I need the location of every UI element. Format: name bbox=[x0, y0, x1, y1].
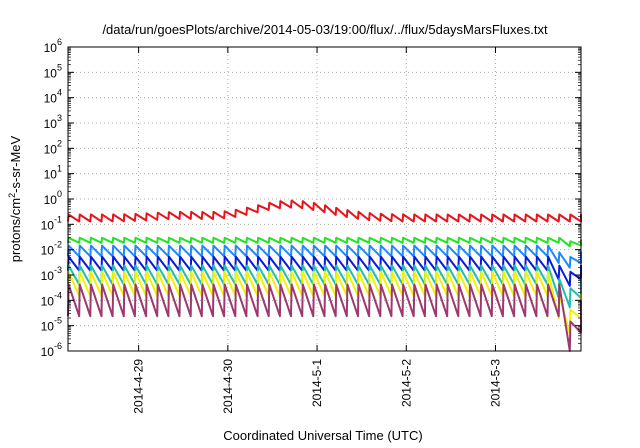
x-tick-label: 2014-5-1 bbox=[310, 359, 324, 407]
series-line-1 bbox=[67, 236, 582, 248]
y-tick-base: 10 bbox=[44, 92, 58, 106]
y-tick-label: 103 bbox=[44, 113, 62, 131]
x-axis-label: Coordinated Universal Time (UTC) bbox=[223, 428, 422, 443]
y-tick-exponent: -2 bbox=[54, 240, 62, 250]
y-tick-label: 101 bbox=[44, 164, 62, 182]
series-group bbox=[67, 199, 582, 352]
y-tick-base: 10 bbox=[44, 193, 58, 207]
chart-title: /data/run/goesPlots/archive/2014-05-03/1… bbox=[102, 22, 548, 37]
y-tick-exponent: 4 bbox=[57, 88, 62, 98]
y-tick-base: 10 bbox=[41, 244, 55, 258]
y-tick-base: 10 bbox=[41, 320, 55, 334]
y-tick-base: 10 bbox=[41, 345, 55, 359]
y-tick-exponent: 1 bbox=[57, 164, 62, 174]
x-axis: 2014-4-29 2014-4-30 2014-5-1 2014-5-2 2014-5… bbox=[132, 47, 503, 414]
series-line-2 bbox=[67, 244, 582, 269]
y-tick-exponent: -3 bbox=[54, 265, 62, 275]
y-tick-exponent: 5 bbox=[57, 62, 62, 72]
x-tick-label: 2014-4-30 bbox=[221, 359, 235, 414]
y-tick-label: 105 bbox=[44, 62, 62, 80]
y-axis-label-superscript: 2 bbox=[7, 193, 17, 198]
y-tick-exponent: 6 bbox=[57, 37, 62, 47]
y-tick-exponent: -1 bbox=[54, 214, 62, 224]
y-axis: 10-610-510-410-310-210-11001011021031041… bbox=[41, 37, 581, 359]
y-tick-label: 10-5 bbox=[41, 316, 62, 334]
y-tick-base: 10 bbox=[44, 117, 58, 131]
series-line-0 bbox=[67, 199, 582, 223]
y-tick-base: 10 bbox=[44, 66, 58, 80]
x-tick-label: 2014-5-2 bbox=[399, 359, 413, 407]
y-tick-label: 10-1 bbox=[41, 214, 62, 232]
y-tick-label: 10-3 bbox=[41, 265, 62, 283]
y-tick-label: 10-2 bbox=[41, 240, 62, 258]
x-tick-label: 2014-5-3 bbox=[489, 359, 503, 407]
y-tick-base: 10 bbox=[41, 294, 55, 308]
y-axis-label-units: -s-sr-MeV bbox=[8, 135, 23, 192]
y-tick-exponent: 2 bbox=[57, 138, 62, 148]
y-tick-label: 100 bbox=[44, 189, 62, 207]
y-tick-label: 106 bbox=[44, 37, 62, 55]
y-tick-exponent: -6 bbox=[54, 341, 62, 351]
y-tick-base: 10 bbox=[44, 41, 58, 55]
y-axis-label: protons/cm2-s-sr-MeV bbox=[7, 135, 23, 262]
y-tick-base: 10 bbox=[41, 269, 55, 283]
series-line-6 bbox=[67, 283, 582, 352]
y-axis-label-main: protons/cm bbox=[8, 198, 23, 262]
y-tick-exponent: 0 bbox=[57, 189, 62, 199]
y-tick-base: 10 bbox=[44, 142, 58, 156]
y-tick-base: 10 bbox=[44, 168, 58, 182]
y-tick-exponent: -5 bbox=[54, 316, 62, 326]
y-tick-exponent: -4 bbox=[54, 290, 62, 300]
y-tick-base: 10 bbox=[41, 218, 55, 232]
y-tick-label: 104 bbox=[44, 88, 62, 106]
y-tick-label: 10-6 bbox=[41, 341, 62, 359]
y-tick-exponent: 3 bbox=[57, 113, 62, 123]
x-tick-label: 2014-4-29 bbox=[132, 359, 146, 414]
y-tick-label: 102 bbox=[44, 138, 62, 156]
y-tick-label: 10-4 bbox=[41, 290, 62, 308]
